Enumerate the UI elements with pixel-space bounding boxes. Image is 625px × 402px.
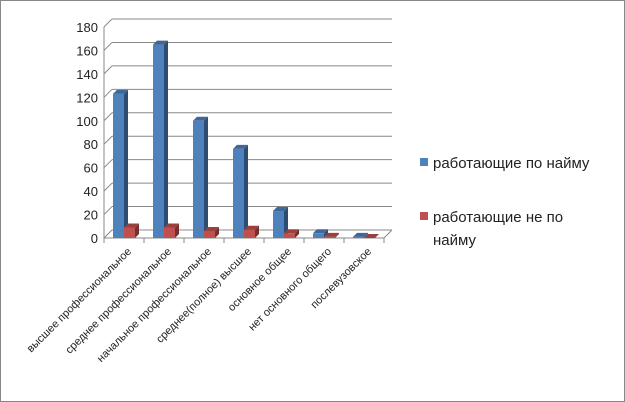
gridline-side: [103, 18, 113, 28]
bar-top: [233, 144, 248, 149]
bar-top: [273, 207, 288, 212]
gridline-side: [103, 112, 113, 122]
bar: [153, 44, 164, 239]
bar: [233, 148, 244, 238]
bar-top: [204, 226, 219, 231]
y-tick-label: 20: [84, 208, 98, 223]
bar-top: [324, 232, 339, 237]
legend-swatch: [420, 158, 428, 166]
bar: [204, 230, 215, 238]
gridline-side: [103, 88, 113, 98]
gridline-side: [103, 182, 113, 192]
bar: [284, 233, 295, 238]
bar-top: [313, 229, 328, 234]
bar: [313, 233, 324, 238]
bar-side: [244, 144, 248, 238]
bar-side: [175, 223, 179, 238]
bar-top: [364, 234, 379, 238]
bar-top: [353, 232, 368, 237]
gridline-side: [103, 159, 113, 169]
gridline-side: [103, 206, 113, 215]
bar-top: [153, 40, 168, 45]
gridline-side: [103, 42, 113, 51]
bar-top: [284, 229, 299, 234]
y-tick-label: 60: [84, 161, 98, 176]
gridline-side: [103, 229, 113, 239]
bar-side: [255, 225, 259, 238]
bar: [273, 211, 284, 238]
legend-swatch: [420, 212, 428, 220]
bar: [124, 227, 135, 238]
bar-side: [164, 40, 168, 239]
bar-side: [204, 116, 208, 238]
y-tick-label: 120: [76, 90, 98, 105]
bar-side: [124, 89, 128, 238]
y-tick-label: 40: [84, 184, 98, 199]
y-tick-label: 140: [76, 67, 98, 82]
bar: [113, 93, 124, 238]
bar: [324, 236, 335, 238]
legend-label: работающие по найму: [433, 155, 590, 172]
bar-top: [164, 223, 179, 228]
bar-side: [135, 223, 139, 238]
bar-side: [295, 229, 299, 238]
y-tick-label: 180: [76, 20, 98, 35]
y-tick-label: 100: [76, 114, 98, 129]
gridline-side: [103, 65, 113, 75]
bar-top: [244, 225, 259, 230]
bar-top: [193, 116, 208, 121]
bar-side: [215, 226, 219, 238]
bar-top: [124, 223, 139, 228]
bar: [353, 236, 364, 238]
y-tick-label: 0: [91, 231, 98, 246]
bar-side: [284, 207, 288, 238]
legend-label: работающие не по: [433, 209, 563, 226]
y-tick-label: 160: [76, 43, 98, 58]
legend-label: найму: [433, 232, 476, 249]
bar-side: [335, 232, 339, 238]
gridline-side: [103, 135, 113, 145]
bar-top: [113, 89, 128, 94]
floor-edge: [383, 229, 393, 239]
bar-side: [364, 232, 368, 238]
y-tick-label: 80: [84, 137, 98, 152]
bar: [193, 120, 204, 238]
bar: [244, 229, 255, 238]
bar: [164, 227, 175, 238]
